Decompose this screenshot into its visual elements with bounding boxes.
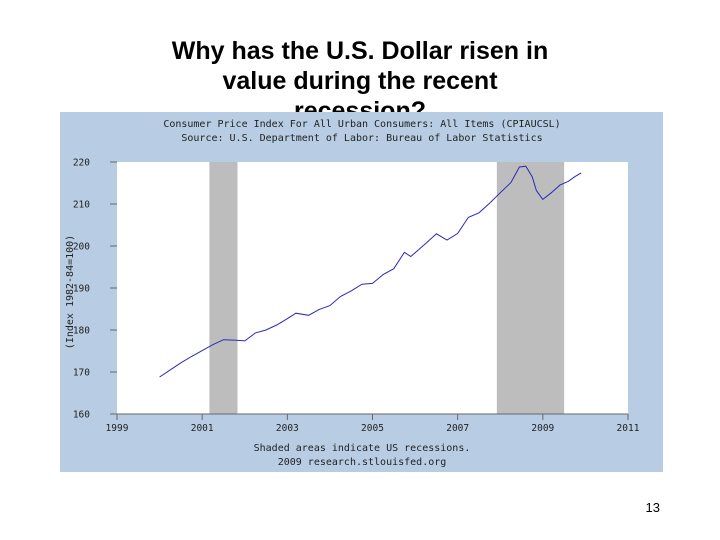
chart-footnote: Shaded areas indicate US recessions.: [254, 443, 471, 454]
slide-title: Why has the U.S. Dollar risen in value d…: [60, 36, 660, 126]
chart-frame: Consumer Price Index For All Urban Consu…: [60, 112, 663, 472]
x-tick-label-1999: 1999: [106, 423, 129, 434]
chart-credit: 2009 research.stlouisfed.org: [278, 457, 447, 468]
y-tick-label-210: 210: [73, 200, 90, 211]
y-tick-label-200: 200: [73, 242, 90, 253]
recession-band-1: [209, 162, 238, 414]
y-tick-label-180: 180: [73, 326, 90, 337]
cpi-series-line: [159, 165, 582, 378]
recession-band-2: [496, 162, 565, 414]
cpi-chart: Consumer Price Index For All Urban Consu…: [65, 119, 640, 468]
x-tick-label-2001: 2001: [191, 423, 214, 434]
slide-title-line-2: value during the recent: [222, 67, 498, 95]
y-tick-label-220: 220: [73, 158, 90, 169]
x-tick-label-2007: 2007: [446, 423, 469, 434]
slide-title-line-1: Why has the U.S. Dollar risen in: [171, 37, 549, 65]
page-number: 13: [645, 500, 660, 515]
chart-subtitle: Source: U.S. Department of Labor: Bureau…: [181, 133, 542, 144]
x-tick-label-2005: 2005: [361, 423, 384, 434]
chart-title: Consumer Price Index For All Urban Consu…: [163, 119, 560, 130]
y-tick-label-170: 170: [73, 368, 90, 379]
x-tick-label-2003: 2003: [276, 423, 299, 434]
y-tick-label-160: 160: [73, 410, 90, 421]
y-tick-label-190: 190: [73, 284, 90, 295]
x-tick-label-2009: 2009: [531, 423, 554, 434]
x-tick-label-2011: 2011: [617, 423, 640, 434]
y-axis-label: (Index 1982-84=100): [65, 235, 76, 349]
